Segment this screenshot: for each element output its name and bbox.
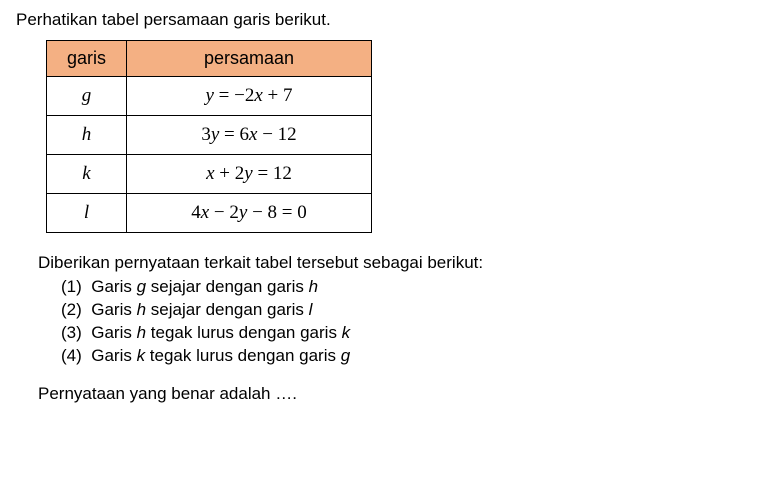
- cell-garis: g: [47, 77, 127, 116]
- equation-table-wrapper: garis persamaan g y = −2x + 7 h 3y = 6x …: [46, 40, 759, 233]
- statement-num: (2): [61, 300, 82, 320]
- statement-item: (3) Garis h tegak lurus dengan garis k: [61, 323, 759, 343]
- table-header-row: garis persamaan: [47, 41, 372, 77]
- table-row: l 4x − 2y − 8 = 0: [47, 194, 372, 233]
- statement-item: (1) Garis g sejajar dengan garis h: [61, 277, 759, 297]
- header-garis: garis: [47, 41, 127, 77]
- cell-persamaan: 3y = 6x − 12: [127, 116, 372, 155]
- table-row: g y = −2x + 7: [47, 77, 372, 116]
- statement-text: Garis k tegak lurus dengan garis g: [91, 346, 350, 365]
- cell-garis: h: [47, 116, 127, 155]
- cell-persamaan: y = −2x + 7: [127, 77, 372, 116]
- table-row: h 3y = 6x − 12: [47, 116, 372, 155]
- cell-garis: l: [47, 194, 127, 233]
- statement-num: (4): [61, 346, 82, 366]
- cell-persamaan: x + 2y = 12: [127, 155, 372, 194]
- statement-text: Garis h tegak lurus dengan garis k: [91, 323, 350, 342]
- prompt-text: Perhatikan tabel persamaan garis berikut…: [16, 10, 759, 30]
- statement-num: (3): [61, 323, 82, 343]
- statement-num: (1): [61, 277, 82, 297]
- statement-item: (4) Garis k tegak lurus dengan garis g: [61, 346, 759, 366]
- equation-table: garis persamaan g y = −2x + 7 h 3y = 6x …: [46, 40, 372, 233]
- table-row: k x + 2y = 12: [47, 155, 372, 194]
- header-persamaan: persamaan: [127, 41, 372, 77]
- statement-list: (1) Garis g sejajar dengan garis h (2) G…: [61, 277, 759, 366]
- cell-garis: k: [47, 155, 127, 194]
- cell-persamaan: 4x − 2y − 8 = 0: [127, 194, 372, 233]
- statement-text: Garis h sejajar dengan garis l: [91, 300, 312, 319]
- question-text: Pernyataan yang benar adalah ….: [38, 384, 759, 404]
- statements-intro: Diberikan pernyataan terkait tabel terse…: [38, 253, 759, 273]
- statement-text: Garis g sejajar dengan garis h: [91, 277, 318, 296]
- statement-item: (2) Garis h sejajar dengan garis l: [61, 300, 759, 320]
